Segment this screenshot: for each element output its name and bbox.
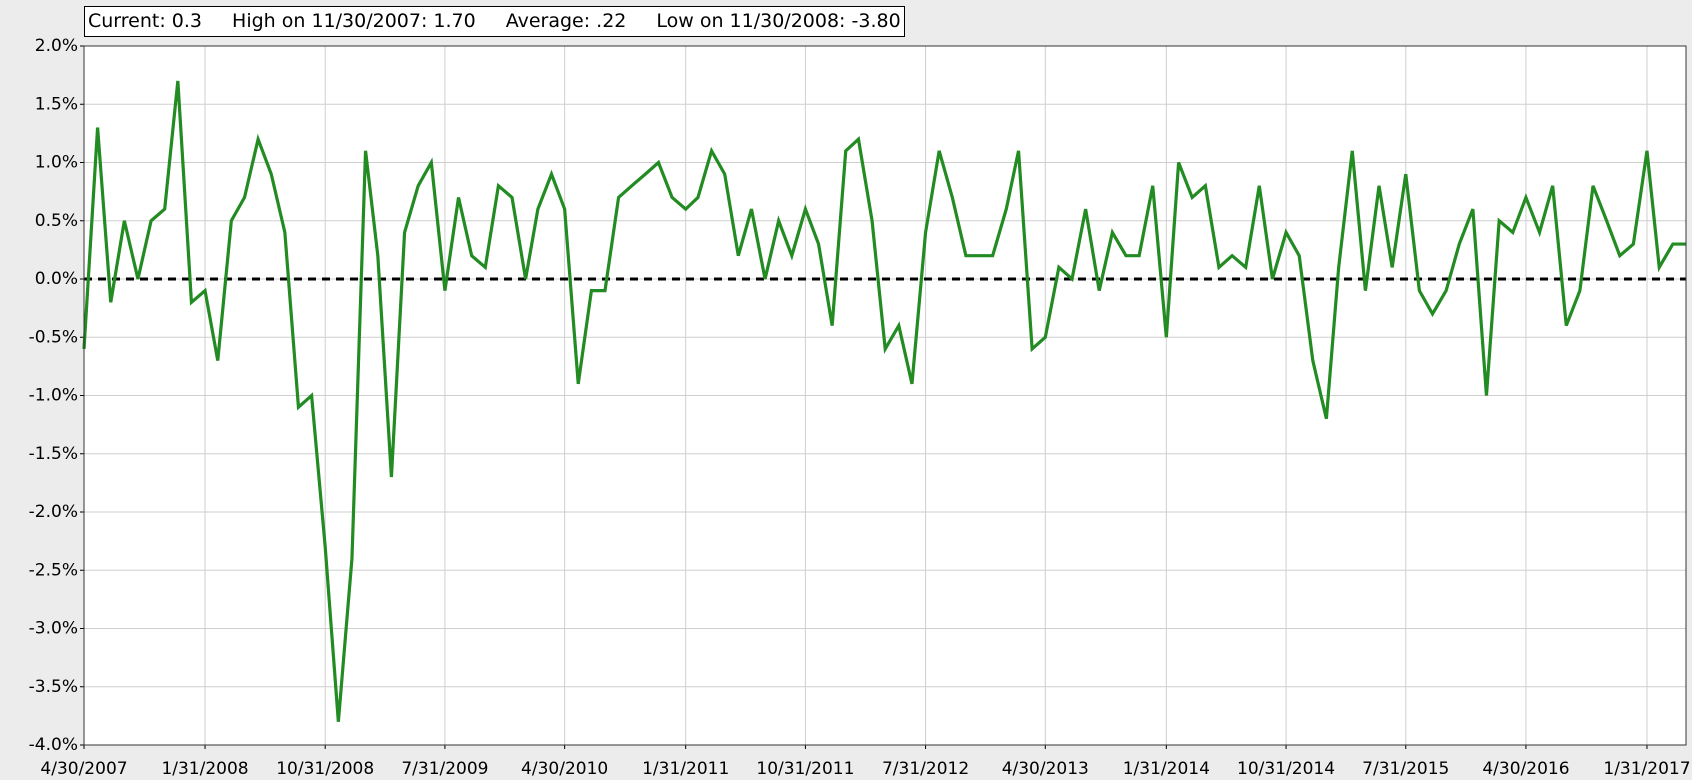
stat: Average: .22 (505, 10, 627, 32)
x-tick-label: 1/31/2014 (1123, 759, 1210, 779)
y-tick-label: -3.5% (29, 677, 78, 697)
x-tick-label: 4/30/2007 (40, 759, 127, 779)
x-tick-label: 7/31/2009 (401, 759, 488, 779)
x-tick-label: 7/31/2015 (1362, 759, 1449, 779)
x-tick-label: 4/30/2010 (521, 759, 608, 779)
x-tick-label: 1/31/2017 (1603, 759, 1690, 779)
y-tick-label: 1.0% (35, 153, 78, 173)
x-tick-label: 10/31/2014 (1237, 759, 1335, 779)
x-tick-label: 4/30/2016 (1482, 759, 1569, 779)
y-tick-label: -2.5% (29, 560, 78, 580)
y-tick-label: 1.5% (35, 94, 78, 114)
y-tick-label: -1.5% (29, 444, 78, 464)
x-tick-label: 4/30/2013 (1002, 759, 1089, 779)
y-tick-label: -2.0% (29, 502, 78, 522)
data-line (82, 80, 1686, 722)
x-tick-label: 7/31/2012 (882, 759, 969, 779)
y-tick-label: -0.5% (29, 327, 78, 347)
x-tick-label: 1/31/2008 (161, 759, 248, 779)
stat: High on 11/30/2007: 1.70 (232, 10, 476, 32)
y-tick-label: 0.5% (35, 211, 78, 231)
x-tick-label: 10/31/2011 (756, 759, 854, 779)
x-tick-label: 1/31/2011 (642, 759, 729, 779)
y-tick-label: 0.0% (35, 269, 78, 289)
x-tick-label: 10/31/2008 (276, 759, 374, 779)
stat: Low on 11/30/2008: -3.80 (656, 10, 901, 32)
y-tick-label: -3.0% (29, 619, 78, 639)
y-tick-label: -4.0% (29, 735, 78, 755)
stats-box: Current: 0.3 High on 11/30/2007: 1.70 Aver… (84, 6, 905, 37)
y-tick-label: -1.0% (29, 386, 78, 406)
plot-border (83, 45, 1687, 746)
stat: Current: 0.3 (88, 10, 203, 32)
y-tick-label: 2.0% (35, 36, 78, 56)
